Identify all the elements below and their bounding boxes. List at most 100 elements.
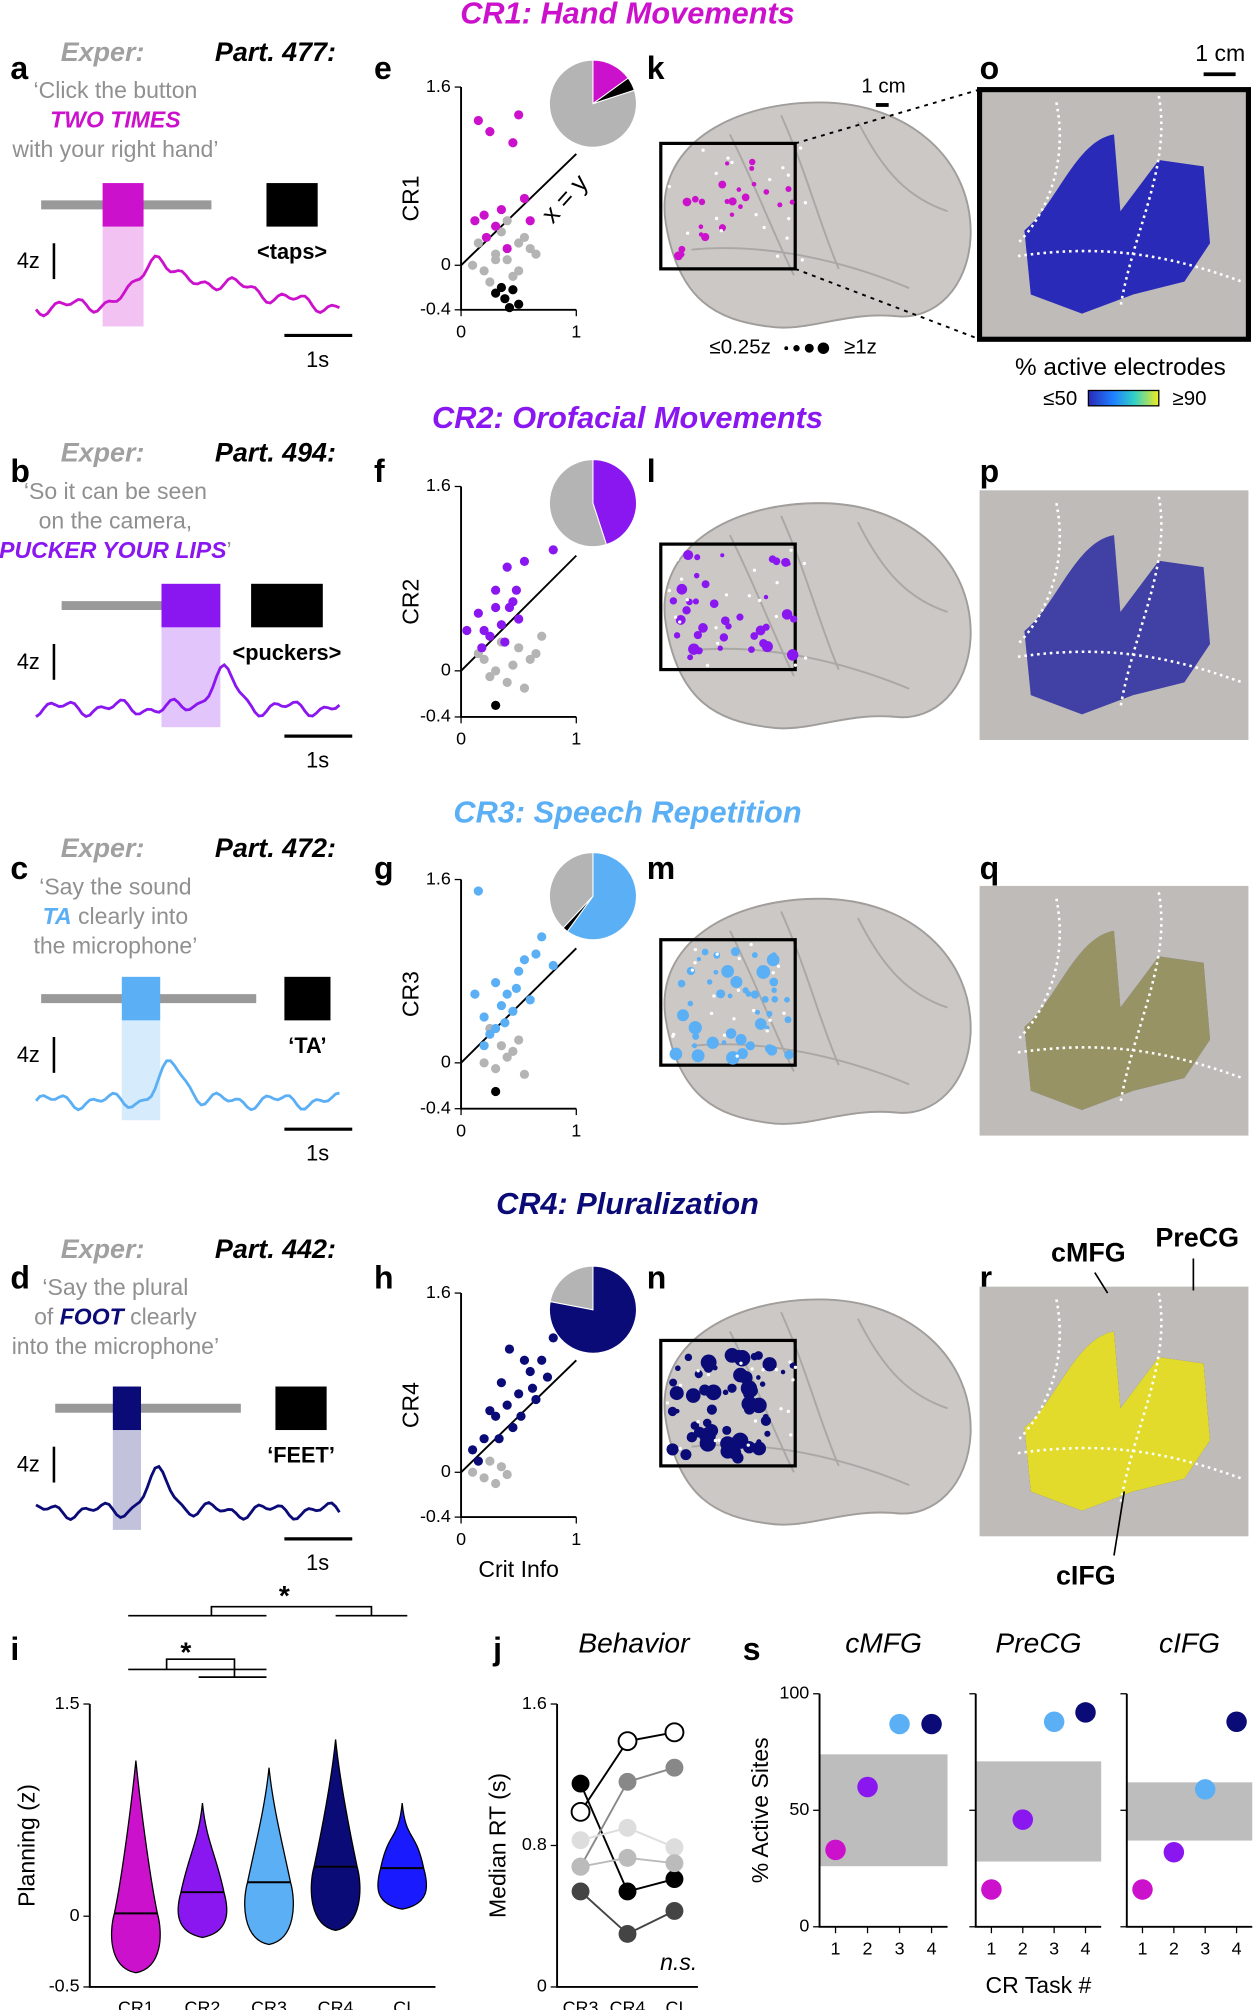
- pie-slice: [566, 852, 637, 941]
- x-tick-label: 2: [863, 1939, 873, 1959]
- point: [519, 1355, 530, 1365]
- point: [502, 677, 512, 687]
- y-tick-label: -0.4: [420, 299, 451, 319]
- x-axis-label: Crit Info: [478, 1556, 559, 1582]
- point: [479, 1434, 489, 1444]
- electrode: [709, 599, 719, 609]
- point: [537, 932, 547, 942]
- electrode: [669, 597, 678, 605]
- electrode: [680, 1449, 692, 1461]
- x-tick-label: 0: [456, 322, 466, 342]
- violin: [177, 1802, 228, 1939]
- point: [525, 654, 535, 664]
- pie-slice: [549, 1265, 594, 1311]
- marker: [618, 1882, 637, 1901]
- y-tick-label: 0: [441, 1052, 451, 1072]
- point: [467, 1467, 478, 1477]
- panel-letter: b: [10, 453, 30, 489]
- electrode: [743, 1403, 756, 1415]
- y-axis-label: CR2: [398, 579, 424, 625]
- y-tick-label: 50: [789, 1799, 809, 1819]
- stimulus-window: [161, 627, 221, 728]
- scale-label: 1 cm: [1195, 40, 1245, 66]
- point: [548, 545, 558, 555]
- electrode: [727, 993, 733, 999]
- x-tick-label: 1: [1137, 1939, 1147, 1959]
- electrode: [690, 1421, 700, 1430]
- electrode: [683, 549, 694, 561]
- zoom-frame: [977, 87, 1251, 342]
- electrode-inactive: [776, 964, 781, 968]
- electrode-inactive: [788, 1360, 792, 1364]
- x-tick-label: CR4: [318, 1997, 354, 2010]
- electrode: [761, 995, 769, 1003]
- point: [1012, 1809, 1034, 1830]
- neural-trace: [35, 1464, 341, 1522]
- electrode-inactive: [696, 1420, 700, 1424]
- electrode: [699, 1435, 716, 1452]
- marker: [571, 1774, 590, 1793]
- panel-letter: p: [980, 453, 1000, 489]
- x-tick-label: 1: [831, 1939, 841, 1959]
- electrode: [720, 616, 730, 626]
- y-tick-label: -0.4: [420, 1506, 451, 1526]
- point: [485, 631, 495, 641]
- panel-letter: k: [647, 50, 665, 86]
- electrode-inactive: [669, 155, 673, 159]
- point: [479, 1058, 489, 1068]
- x-tick-label: CI: [393, 1997, 411, 2010]
- point: [519, 1069, 530, 1079]
- electrode: [692, 598, 699, 605]
- y-tick-label: 1.6: [426, 868, 451, 888]
- y-tick-label: 0.8: [522, 1834, 547, 1854]
- point: [511, 983, 521, 993]
- point: [485, 1406, 495, 1416]
- response-label: <taps>: [257, 239, 327, 264]
- electrode-inactive: [693, 961, 697, 965]
- y-tick-label: 1.6: [426, 475, 451, 495]
- electrode-inactive: [761, 1368, 765, 1372]
- null-band: [975, 1761, 1102, 1862]
- marker: [664, 1722, 685, 1743]
- electrode: [739, 1370, 753, 1385]
- electrode-inactive: [785, 236, 789, 240]
- point: [531, 249, 541, 259]
- electrode: [755, 1009, 760, 1015]
- electrode: [701, 232, 710, 242]
- stimulus: [112, 1386, 142, 1431]
- size-legend-dot: [784, 346, 789, 351]
- electrode: [696, 957, 701, 962]
- point: [514, 966, 524, 976]
- panel-letter: a: [10, 50, 28, 86]
- x-tick-label: 3: [1200, 1939, 1210, 1959]
- point: [525, 1366, 535, 1377]
- sulci: [691, 114, 948, 289]
- activation-overlay: [1024, 930, 1211, 1110]
- prompt-line: PUCKER YOUR LIPS’: [0, 537, 232, 563]
- point: [525, 216, 535, 226]
- activation-overlay: [1024, 1331, 1211, 1511]
- electrode: [765, 1025, 770, 1030]
- panel-letter: e: [374, 50, 392, 86]
- electrode: [766, 1010, 773, 1017]
- amp-scale-label: 4z: [17, 1042, 40, 1067]
- electrode: [675, 1365, 681, 1372]
- prompt-segment: ‘Click the button: [33, 77, 197, 103]
- electrode: [752, 1441, 767, 1456]
- electrode: [766, 953, 780, 967]
- electrode-inactive: [665, 1401, 670, 1405]
- electrode: [713, 969, 719, 975]
- electrode: [735, 1033, 747, 1046]
- point: [1043, 1711, 1065, 1732]
- prompt-segment: TA: [43, 903, 72, 929]
- stimulus-window: [102, 226, 144, 327]
- point: [508, 1006, 518, 1016]
- panel-letter: o: [980, 50, 1000, 86]
- electrode-inactive: [782, 1011, 786, 1015]
- pie-slice: [548, 852, 594, 929]
- point: [500, 294, 510, 304]
- prompt-segment: with your right hand’: [11, 136, 218, 162]
- electrode: [722, 1389, 729, 1396]
- electrode-inactive: [678, 1446, 682, 1451]
- point: [542, 1372, 553, 1382]
